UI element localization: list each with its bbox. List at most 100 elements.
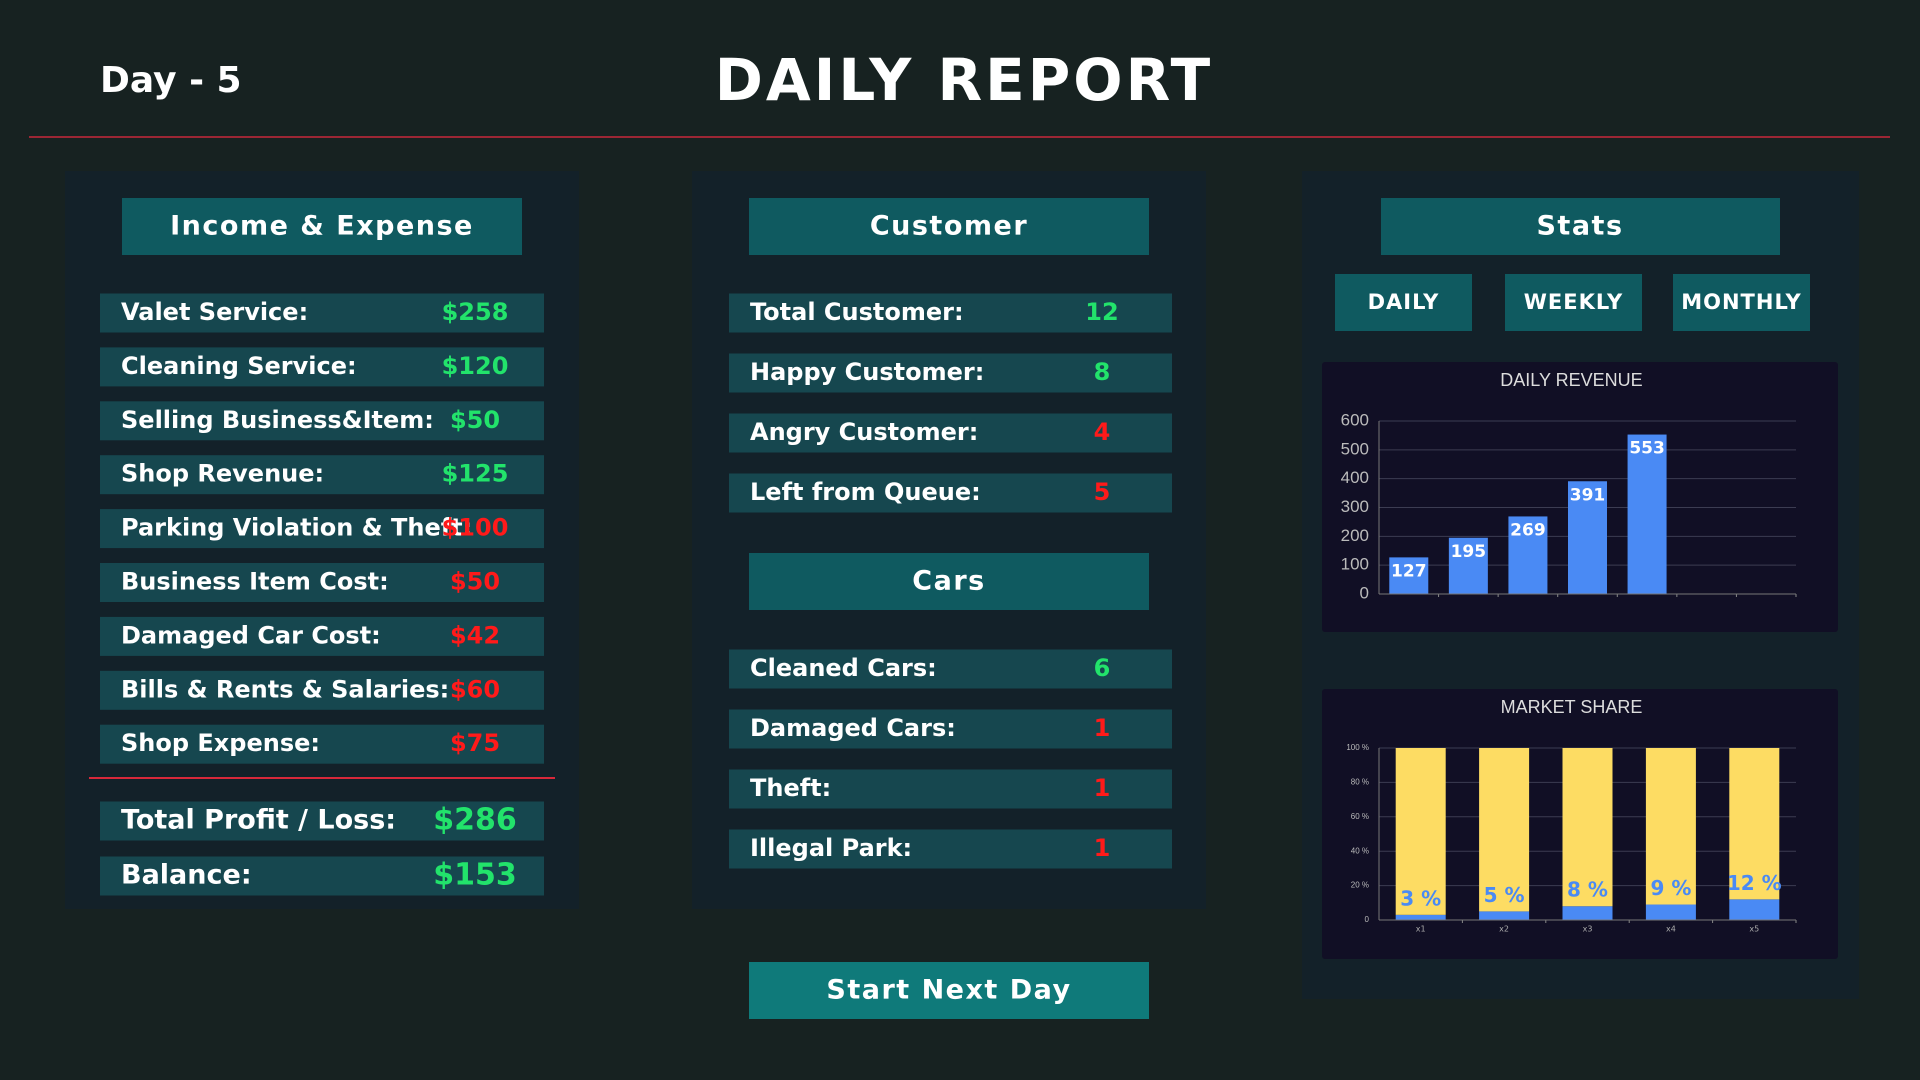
segment-value-label: 3 % bbox=[1400, 886, 1441, 910]
bar-segment bbox=[1395, 914, 1446, 920]
row-background bbox=[729, 709, 1172, 749]
row-label: Illegal Park: bbox=[750, 834, 912, 862]
row-label: Balance: bbox=[121, 860, 252, 891]
row-value: $75 bbox=[450, 729, 500, 757]
bar bbox=[1448, 537, 1488, 594]
panel-title: Stats bbox=[1536, 211, 1623, 242]
bar-value-label: 269 bbox=[1510, 520, 1546, 540]
chart-title: DAILY REVENUE bbox=[1500, 370, 1642, 390]
panel-header bbox=[749, 198, 1149, 255]
y-tick-label: 500 bbox=[1341, 439, 1369, 458]
stats-tab[interactable] bbox=[1505, 274, 1642, 331]
y-tick-label: 100 % bbox=[1346, 743, 1369, 752]
y-tick-label: 20 % bbox=[1351, 881, 1369, 890]
segment-value-label: 12 % bbox=[1727, 871, 1782, 895]
row-label: Cleaning Service: bbox=[121, 352, 357, 380]
panel-title: Income & Expense bbox=[170, 211, 474, 242]
row-label: Theft: bbox=[750, 774, 831, 802]
bar bbox=[1627, 434, 1667, 594]
x-tick-label: x2 bbox=[1499, 925, 1509, 934]
row-label: Damaged Car Cost: bbox=[121, 621, 381, 649]
segment-value-label: 5 % bbox=[1484, 883, 1525, 907]
row-label: Happy Customer: bbox=[750, 358, 984, 386]
row-background bbox=[100, 563, 544, 602]
row-value: 6 bbox=[1094, 654, 1111, 682]
row-value: $120 bbox=[442, 352, 509, 380]
segment-value-label: 8 % bbox=[1567, 878, 1608, 902]
bar-segment bbox=[1562, 748, 1613, 907]
row-value: 5 bbox=[1094, 478, 1111, 506]
row-value: 12 bbox=[1085, 298, 1118, 326]
start-next-day-button[interactable] bbox=[749, 962, 1149, 1019]
row-label: Total Customer: bbox=[750, 298, 964, 326]
bar-value-label: 553 bbox=[1629, 439, 1665, 459]
row-background bbox=[100, 724, 544, 764]
x-tick-label: x5 bbox=[1749, 925, 1759, 934]
row-background bbox=[729, 769, 1172, 809]
panel-header bbox=[749, 553, 1149, 610]
row-value: $153 bbox=[433, 858, 517, 893]
row-value: 1 bbox=[1094, 774, 1111, 802]
row-background bbox=[100, 856, 544, 896]
row-label: Selling Business&Item: bbox=[121, 406, 434, 434]
bar-value-label: 127 bbox=[1391, 561, 1427, 581]
chart-title: MARKET SHARE bbox=[1501, 697, 1643, 717]
row-label: Parking Violation & Theft: bbox=[121, 514, 472, 542]
row-background bbox=[100, 801, 544, 841]
row-value: $42 bbox=[450, 621, 500, 649]
y-tick-label: 80 % bbox=[1351, 778, 1369, 787]
row-label: Shop Expense: bbox=[121, 729, 320, 757]
row-value: $50 bbox=[450, 406, 500, 434]
row-value: 1 bbox=[1094, 714, 1111, 742]
row-value: $125 bbox=[442, 460, 509, 488]
row-label: Bills & Rents & Salaries: bbox=[121, 675, 449, 703]
button-label[interactable]: Start Next Day bbox=[826, 975, 1071, 1006]
bar-segment bbox=[1729, 899, 1780, 920]
row-label: Business Item Cost: bbox=[121, 568, 389, 596]
tab-label[interactable]: MONTHLY bbox=[1681, 290, 1802, 314]
row-background bbox=[100, 347, 544, 387]
x-tick-label: x3 bbox=[1583, 925, 1593, 934]
panel-header bbox=[1381, 198, 1780, 255]
y-tick-label: 200 bbox=[1341, 526, 1369, 545]
y-tick-label: 60 % bbox=[1351, 812, 1369, 821]
y-tick-label: 0 bbox=[1365, 915, 1370, 924]
screen-title: DAILY REPORT bbox=[715, 46, 1213, 114]
bar bbox=[1508, 516, 1548, 594]
row-value: $60 bbox=[450, 675, 500, 703]
row-background bbox=[729, 649, 1172, 689]
row-label: Angry Customer: bbox=[750, 418, 978, 446]
row-value: $50 bbox=[450, 568, 500, 596]
panel-title: Customer bbox=[870, 211, 1028, 242]
y-tick-label: 600 bbox=[1341, 410, 1369, 429]
bar-segment bbox=[1645, 904, 1696, 920]
row-label: Cleaned Cars: bbox=[750, 654, 937, 682]
panel-title: Cars bbox=[912, 566, 985, 597]
y-tick-label: 40 % bbox=[1351, 846, 1369, 855]
bar-value-label: 195 bbox=[1451, 542, 1487, 562]
row-value: $258 bbox=[442, 298, 509, 326]
y-tick-label: 300 bbox=[1341, 497, 1369, 516]
panel-header bbox=[122, 198, 522, 255]
bar bbox=[1389, 557, 1429, 594]
row-value: $286 bbox=[433, 803, 517, 838]
row-value: 4 bbox=[1094, 418, 1111, 446]
tab-label[interactable]: WEEKLY bbox=[1524, 290, 1623, 314]
row-background bbox=[729, 473, 1172, 513]
tab-label[interactable]: DAILY bbox=[1368, 290, 1440, 314]
row-label: Left from Queue: bbox=[750, 478, 981, 506]
row-value: 8 bbox=[1094, 358, 1111, 386]
stats-tab[interactable] bbox=[1335, 274, 1472, 331]
stats-tab[interactable] bbox=[1673, 274, 1810, 331]
row-background bbox=[100, 670, 544, 710]
row-background bbox=[100, 509, 544, 549]
row-background bbox=[100, 455, 544, 495]
row-label: Total Profit / Loss: bbox=[121, 805, 396, 836]
bar-value-label: 391 bbox=[1570, 485, 1606, 505]
row-label: Damaged Cars: bbox=[750, 714, 956, 742]
bar bbox=[1568, 481, 1607, 594]
bar-segment bbox=[1562, 906, 1613, 920]
row-background bbox=[100, 293, 544, 333]
